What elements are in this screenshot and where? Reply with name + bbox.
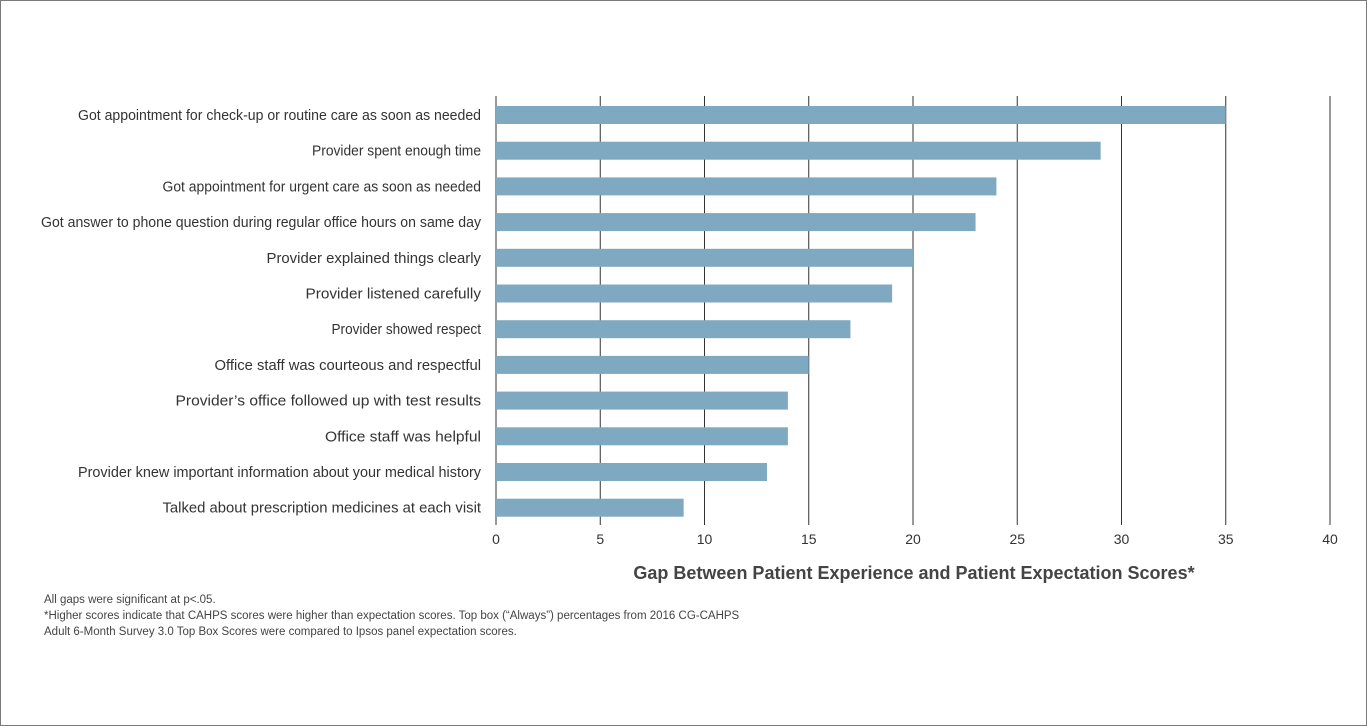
footnote-significance: All gaps were significant at p<.05.: [44, 594, 216, 606]
category-label-9: Office staff was helpful: [325, 429, 481, 445]
category-label-10: Provider knew important information abou…: [78, 465, 482, 481]
x-tick-25: 25: [1009, 531, 1025, 547]
bar-chart: Got appointment for check-up or routine …: [41, 96, 1338, 583]
bar-7: [496, 355, 809, 374]
x-tick-5: 5: [596, 531, 604, 547]
x-tick-10: 10: [697, 531, 713, 547]
category-label-6: Provider showed respect: [332, 322, 482, 338]
gridlines: [495, 96, 1331, 525]
category-label-8: Provider’s office followed up with test …: [176, 394, 482, 410]
x-tick-30: 30: [1114, 531, 1130, 547]
bar-11: [496, 498, 684, 517]
bar-1: [496, 141, 1101, 160]
bar-5: [496, 284, 893, 303]
category-label-3: Got answer to phone question during regu…: [41, 215, 482, 231]
category-label-5: Provider listened carefully: [306, 287, 482, 303]
bar-9: [496, 427, 788, 446]
x-tick-35: 35: [1218, 531, 1234, 547]
category-label-2: Got appointment for urgent care as soon …: [163, 179, 482, 195]
bar-8: [496, 391, 788, 410]
bar-4: [496, 248, 913, 267]
x-tick-0: 0: [492, 531, 500, 547]
category-labels: Got appointment for check-up or routine …: [41, 108, 482, 517]
bar-6: [496, 320, 851, 339]
footnote-asterisk: *Higher scores indicate that CAHPS score…: [44, 610, 740, 622]
bar-10: [496, 463, 768, 481]
x-tick-15: 15: [801, 531, 817, 547]
category-label-4: Provider explained things clearly: [267, 251, 482, 267]
x-tick-20: 20: [905, 531, 921, 547]
x-tick-40: 40: [1322, 531, 1338, 547]
bar-0: [496, 106, 1226, 124]
footnote-asterisk-cont: Adult 6-Month Survey 3.0 Top Box Scores …: [44, 626, 517, 638]
bar-3: [496, 213, 976, 232]
x-axis-title: Gap Between Patient Experience and Patie…: [633, 563, 1194, 583]
x-tick-labels: 0 5 10 15 20 25 30 35 40: [492, 531, 1338, 547]
category-label-1: Provider spent enough time: [312, 144, 481, 160]
footnotes: All gaps were significant at p<.05. *Hig…: [44, 592, 1044, 640]
category-label-7: Office staff was courteous and respectfu…: [215, 358, 482, 374]
bars: [496, 106, 1226, 517]
category-label-11: Talked about prescription medicines at e…: [163, 501, 482, 517]
category-label-0: Got appointment for check-up or routine …: [78, 108, 481, 124]
bar-2: [496, 177, 997, 196]
